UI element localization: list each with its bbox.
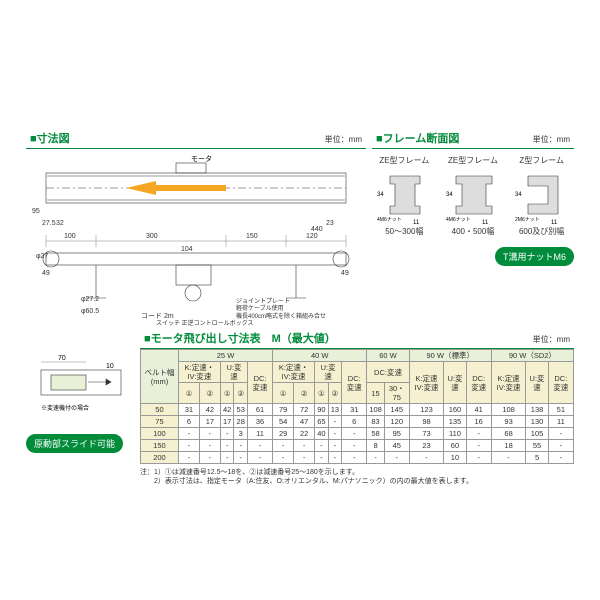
svg-text:4M6ナット: 4M6ナット xyxy=(446,217,471,223)
svg-text:10: 10 xyxy=(106,363,114,370)
svg-text:軽荷ケーブル使用: 軽荷ケーブル使用 xyxy=(236,304,284,312)
svg-text:機長400cm略式を除く箱組み合せ: 機長400cm略式を除く箱組み合せ xyxy=(236,312,326,320)
motor-protrusion-table: ベルト幅 (mm) 25 W 40 W 60 W 90 W（標準） 90 W（S… xyxy=(140,349,574,464)
table-row: 75617172836544765-68312098135169313011 xyxy=(141,416,574,428)
frame-z: Z型フレーム 34 11 2M6ナット 600及び別幅 xyxy=(513,155,571,237)
svg-text:49: 49 xyxy=(42,270,50,277)
svg-text:49: 49 xyxy=(341,270,349,277)
svg-text:φ27: φ27 xyxy=(36,253,48,260)
direction-arrow-icon xyxy=(126,181,226,195)
svg-text:27.5: 27.5 xyxy=(42,220,56,227)
tslot-nut-button[interactable]: T溝用ナットM6 xyxy=(495,247,574,266)
svg-text:95: 95 xyxy=(32,208,40,215)
table-title-bar: ■モータ飛び出し寸法表 M（最大値） 単位：mm xyxy=(140,328,574,349)
cross-title-bar: ■フレーム断面図 単位：mm xyxy=(372,128,574,149)
motor-label: モータ xyxy=(191,154,212,163)
svg-text:2M6ナット: 2M6ナット xyxy=(515,217,540,223)
cross-section-panel: ■フレーム断面図 単位：mm ZE型フレーム 34 11 4M6ナット 50～3… xyxy=(372,128,574,266)
table-title: ■モータ飛び出し寸法表 M（最大値） xyxy=(144,330,336,346)
svg-text:440: 440 xyxy=(311,226,323,233)
svg-text:300: 300 xyxy=(146,233,158,240)
svg-text:23: 23 xyxy=(326,220,334,227)
svg-text:100: 100 xyxy=(64,233,76,240)
dimension-diagram: モータ xyxy=(26,149,366,337)
cross-unit: 単位：mm xyxy=(533,134,570,145)
dimension-title: ■寸法図 xyxy=(30,130,70,146)
svg-text:コード 2m: コード 2m xyxy=(141,312,174,320)
dimension-unit: 単位：mm xyxy=(325,134,362,145)
cross-title: ■フレーム断面図 xyxy=(376,130,459,146)
belt-width-header: ベルト幅 (mm) xyxy=(141,350,179,404)
table-row: 5031424253617972901331108145123160411081… xyxy=(141,404,574,416)
frame-ze-1: ZE型フレーム 34 11 4M6ナット 50～300幅 xyxy=(375,155,433,237)
dimension-title-bar: ■寸法図 単位：mm xyxy=(26,128,366,149)
cross-diagram: ZE型フレーム 34 11 4M6ナット 50～300幅 ZE型フレーム 34 … xyxy=(372,149,574,241)
svg-text:32: 32 xyxy=(56,220,64,227)
svg-text:104: 104 xyxy=(181,246,193,253)
motor-table-panel: ■モータ飛び出し寸法表 M（最大値） 単位：mm ベルト幅 (mm) 25 W … xyxy=(140,328,574,486)
svg-text:4M6ナット: 4M6ナット xyxy=(377,217,402,223)
slide-panel: 70 10 ※変速機付の場合 原動部スライド可能 xyxy=(26,350,134,453)
svg-text:34: 34 xyxy=(515,192,522,198)
svg-text:スイッチ 正逆コントロールボックス: スイッチ 正逆コントロールボックス xyxy=(156,319,254,327)
table-unit: 単位：mm xyxy=(533,334,570,345)
table-row: 100---311292240--589573110-68105- xyxy=(141,428,574,440)
svg-text:φ60.5: φ60.5 xyxy=(81,308,99,315)
svg-text:120: 120 xyxy=(306,233,318,240)
slide-button[interactable]: 原動部スライド可能 xyxy=(26,434,123,453)
svg-text:ジョイントプレート: ジョイントプレート xyxy=(236,298,290,305)
table-row: 200-------------10--5- xyxy=(141,452,574,464)
svg-text:※変速機付の場合: ※変速機付の場合 xyxy=(41,404,89,412)
svg-text:150: 150 xyxy=(246,233,258,240)
frame-ze-2: ZE型フレーム 34 11 4M6ナット 400・500幅 xyxy=(444,155,502,237)
svg-text:34: 34 xyxy=(446,192,453,198)
table-notes: 注：1）①は減速番号12.5～18を、②は減速番号25～180を示します。 2）… xyxy=(140,468,574,486)
slide-diagram: 70 10 ※変速機付の場合 xyxy=(26,350,134,430)
svg-text:34: 34 xyxy=(377,192,384,198)
table-row: 150----------8452360-1855- xyxy=(141,440,574,452)
tslot-button-wrap: T溝用ナットM6 xyxy=(372,247,574,266)
dimension-drawing-panel: ■寸法図 単位：mm モータ xyxy=(26,128,366,337)
svg-text:φ27.2: φ27.2 xyxy=(81,296,99,303)
svg-text:70: 70 xyxy=(58,355,66,362)
